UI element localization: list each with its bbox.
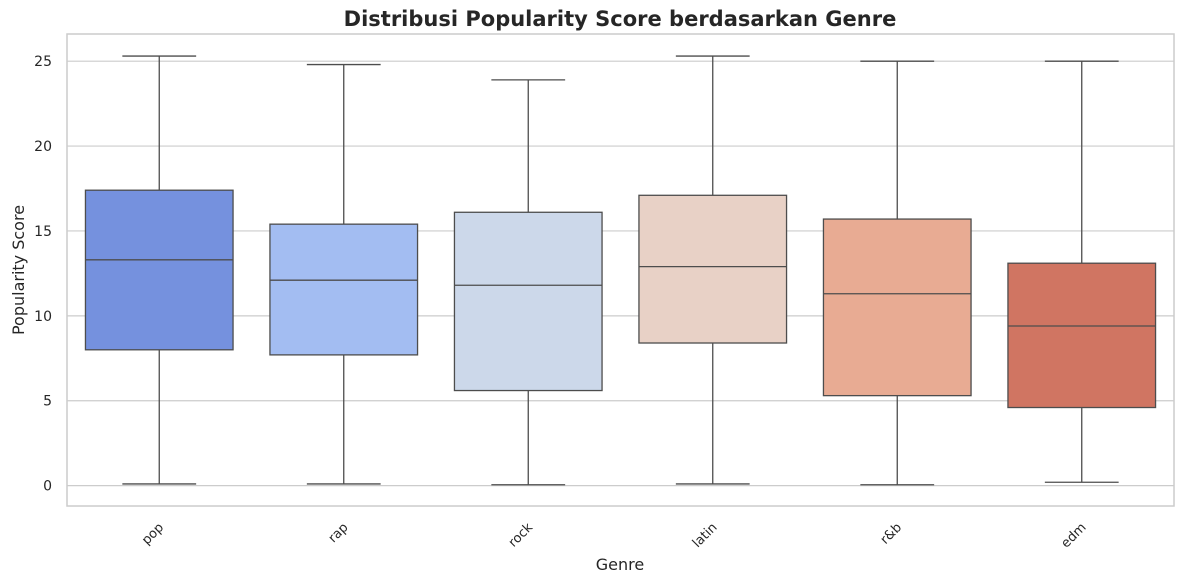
y-tick-label: 5 <box>43 394 52 410</box>
x-tick-label: latin <box>690 520 721 551</box>
box-group-latin <box>638 55 788 485</box>
x-tick-labels: pop rap rock latin r&b edm <box>139 520 1089 551</box>
grid-layer <box>67 60 1174 487</box>
box-group-rap <box>269 63 419 485</box>
box-iqr <box>269 223 419 356</box>
y-tick-label: 20 <box>34 139 52 155</box>
y-tick-label: 25 <box>34 54 52 70</box>
x-tick-label: r&b <box>878 520 905 547</box>
box-iqr <box>84 189 234 351</box>
box-layer <box>84 55 1157 486</box>
box-iqr <box>822 218 972 397</box>
plot-frame <box>66 33 1175 507</box>
x-tick-label: rock <box>506 520 537 551</box>
x-tick-label: rap <box>326 520 352 546</box>
box-iqr <box>1007 262 1157 409</box>
box-group-edm <box>1007 60 1157 483</box>
box-group-rb <box>822 60 972 486</box>
box-group-pop <box>84 55 234 485</box>
y-tick-label: 15 <box>34 224 52 240</box>
y-tick-label: 10 <box>34 309 52 325</box>
box-group-rock <box>453 79 603 486</box>
x-tick-label: edm <box>1059 520 1090 551</box>
y-tick-label: 0 <box>43 479 52 495</box>
y-tick-labels: 0 5 10 15 20 25 <box>34 54 52 494</box>
x-axis-label: Genre <box>596 555 644 574</box>
box-iqr <box>453 211 603 392</box>
x-tick-label: pop <box>139 520 167 548</box>
chart-title: Distribusi Popularity Score berdasarkan … <box>344 7 897 31</box>
y-axis-label: Popularity Score <box>9 205 28 335</box>
box-iqr <box>638 194 788 344</box>
